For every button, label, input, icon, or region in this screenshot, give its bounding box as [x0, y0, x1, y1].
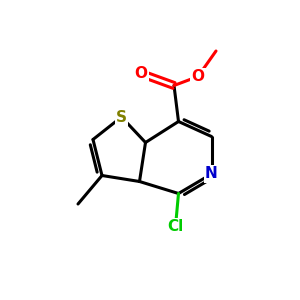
- Text: Cl: Cl: [167, 219, 184, 234]
- Text: S: S: [116, 110, 127, 124]
- Text: O: O: [134, 66, 148, 81]
- Text: O: O: [191, 69, 205, 84]
- Text: N: N: [205, 167, 218, 182]
